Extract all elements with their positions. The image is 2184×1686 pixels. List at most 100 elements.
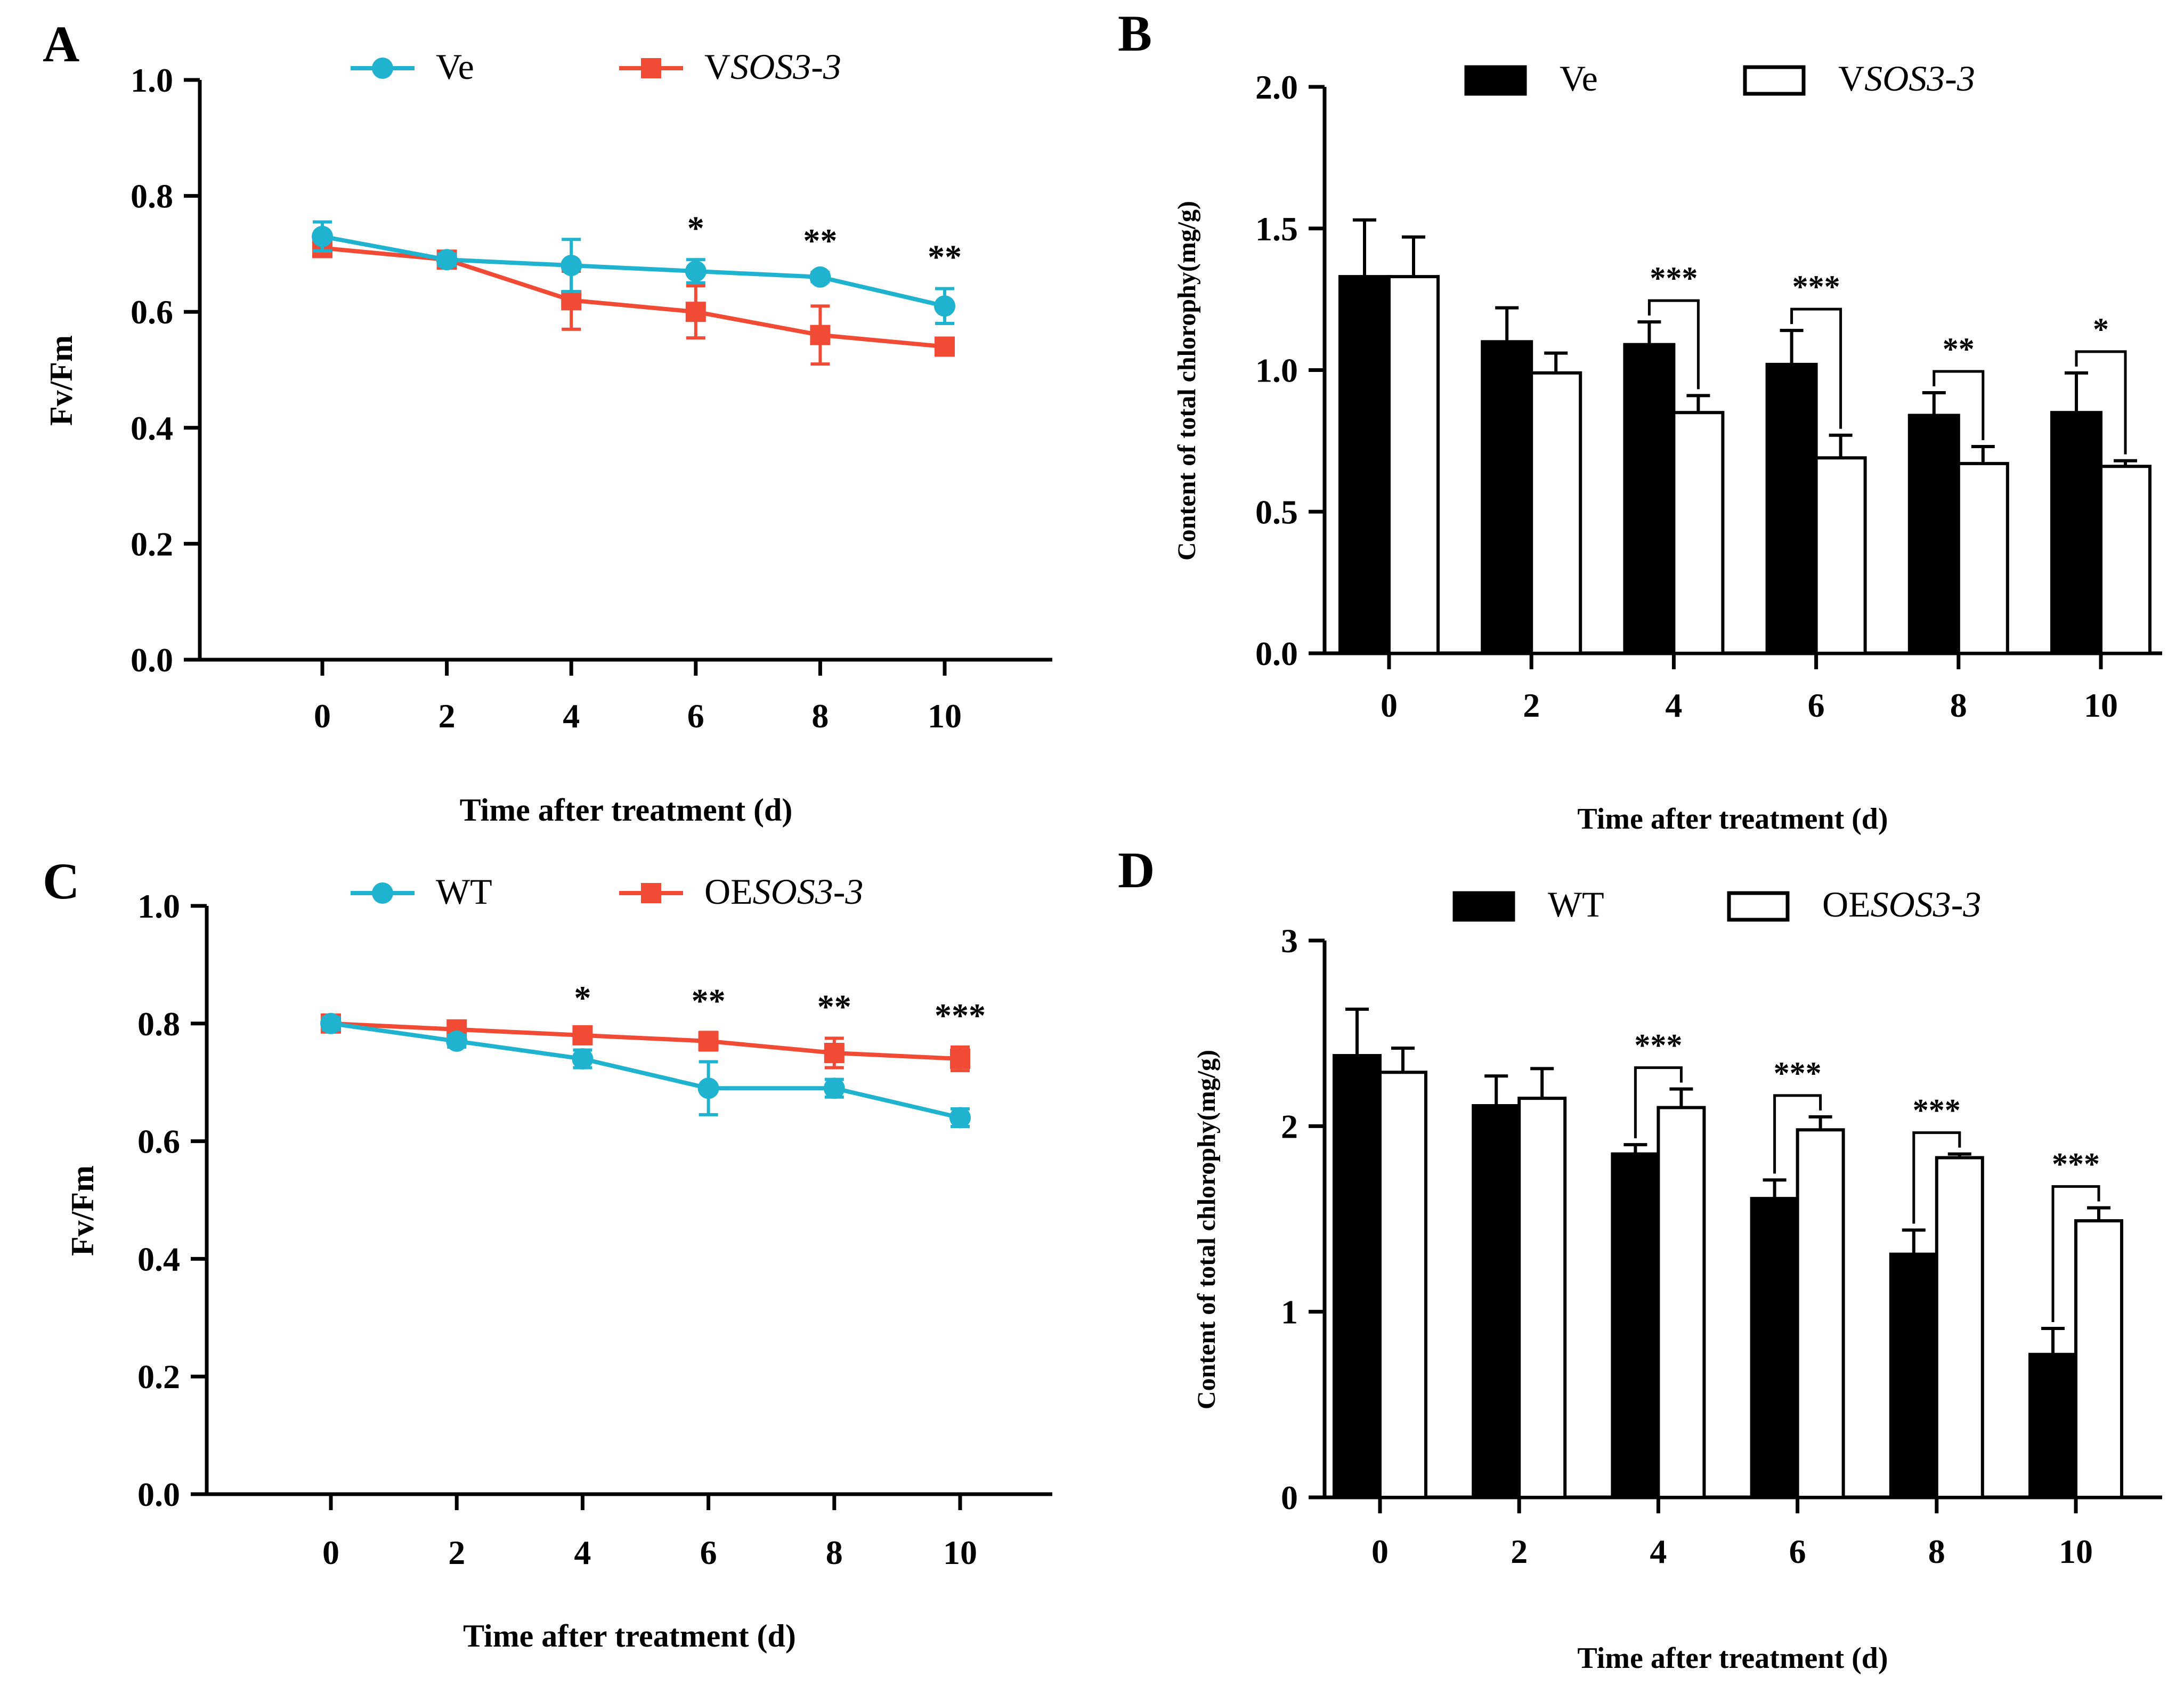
bar xyxy=(1611,1152,1660,1499)
panel-c: C 0.0 0.2 0.4 0.6 0.8 1.0 0 2 4 6 8 10 Time after tre… xyxy=(43,853,1052,1653)
x-tick-label: 6 xyxy=(700,1534,717,1571)
x-tick-label: 2 xyxy=(448,1534,465,1571)
legend-label-italic: SOS3-3 xyxy=(1871,884,1982,925)
x-tick-label: 2 xyxy=(1511,1533,1528,1570)
significance-label: *** xyxy=(1634,1028,1682,1063)
x-axis-label: Time after treatment (d) xyxy=(1577,1642,1888,1675)
x-tick-label: 6 xyxy=(1808,686,1825,724)
y-tick-label: 0 xyxy=(1281,1479,1298,1517)
data-point xyxy=(935,336,955,357)
y-tick-label: 0.8 xyxy=(131,177,173,215)
legend-swatch xyxy=(1743,65,1806,96)
legend-label: OESOS3-3 xyxy=(704,871,863,912)
bar xyxy=(1796,1128,1845,1499)
panel-a: A 0.0 0.2 0.4 0.6 0.8 1.0 0 2 4 6 8 10 Time after tre… xyxy=(43,15,1052,828)
bar xyxy=(2074,1219,2123,1499)
bar xyxy=(1623,343,1676,655)
y-tick-label: 1.0 xyxy=(137,887,180,925)
x-tick-label: 2 xyxy=(1523,686,1540,724)
data-point xyxy=(312,225,333,247)
y-tick-label: 0.8 xyxy=(137,1005,180,1043)
legend-label-italic: SOS3-3 xyxy=(1864,58,1975,99)
significance-label: ** xyxy=(803,222,837,260)
significance-bracket xyxy=(1634,1066,1683,1139)
x-tick-label: 6 xyxy=(687,697,704,735)
y-axis-label: Content of total chlorophy(mg/g) xyxy=(1173,201,1201,561)
legend-label-part: WT xyxy=(1548,884,1604,925)
panel-label: B xyxy=(1118,5,1152,62)
significance-label: *** xyxy=(1792,269,1840,304)
y-tick-label: 0.2 xyxy=(131,525,173,563)
y-tick-label: 2.0 xyxy=(1255,68,1298,106)
panel-label: A xyxy=(43,15,79,72)
x-tick-label: 4 xyxy=(1650,1533,1667,1570)
significance-bracket xyxy=(1912,1131,1961,1224)
legend-label-part: Ve xyxy=(436,46,474,87)
x-tick-label: 10 xyxy=(2084,686,2118,724)
legend-label-part: Ve xyxy=(1560,58,1598,99)
significance-label: *** xyxy=(935,996,986,1034)
bar xyxy=(1387,275,1440,655)
y-tick-label: 1 xyxy=(1281,1293,1298,1331)
x-axis-label: Time after treatment (d) xyxy=(1577,803,1888,836)
legend-label: WT xyxy=(1548,884,1604,925)
series-line-1 xyxy=(322,246,945,349)
panel-label: D xyxy=(1118,841,1155,898)
data-point xyxy=(810,325,831,345)
y-tick-label: 0.0 xyxy=(1255,635,1298,672)
legend-marker xyxy=(372,882,393,904)
significance-label: *** xyxy=(2052,1147,2100,1182)
legend-marker xyxy=(641,883,661,903)
bar xyxy=(1907,414,1960,655)
data-point xyxy=(436,249,458,271)
bar xyxy=(1889,1252,1938,1499)
data-point xyxy=(561,290,582,311)
data-point xyxy=(824,1043,845,1063)
x-tick-label: 0 xyxy=(1371,1533,1389,1570)
bar xyxy=(1333,1053,1382,1499)
x-tick-label: 6 xyxy=(1789,1533,1806,1570)
y-tick-label: 0.0 xyxy=(137,1476,180,1513)
legend-label: OESOS3-3 xyxy=(1822,884,1981,925)
data-point xyxy=(950,1049,970,1069)
legend-label-part: OE xyxy=(704,871,753,912)
significance-bracket xyxy=(1773,1094,1822,1174)
bar xyxy=(1517,1097,1567,1499)
bar xyxy=(1472,1104,1521,1499)
legend-label-part: V xyxy=(704,46,730,87)
x-axis-label: Time after treatment (d) xyxy=(460,792,793,828)
legend-swatch xyxy=(1727,891,1790,922)
significance-label: ** xyxy=(692,982,726,1019)
series-line-0 xyxy=(322,234,945,309)
significance-bracket xyxy=(1790,307,1842,429)
y-tick-label: 3 xyxy=(1281,922,1298,960)
x-tick-label: 10 xyxy=(928,697,962,735)
data-point xyxy=(949,1107,971,1129)
legend-marker xyxy=(641,58,661,78)
legend-label-part: V xyxy=(1838,58,1864,99)
y-tick-label: 0.6 xyxy=(131,293,173,331)
significance-label: ** xyxy=(1943,331,1975,367)
legend-label: Ve xyxy=(1560,58,1598,99)
significance-label: * xyxy=(687,209,704,247)
series-line-0 xyxy=(330,1021,961,1120)
legend-label-italic: SOS3-3 xyxy=(730,46,841,87)
data-point xyxy=(809,266,831,288)
significance-bracket xyxy=(2051,1185,2100,1323)
bar xyxy=(1814,456,1867,655)
y-tick-label: 2 xyxy=(1281,1107,1298,1145)
bar xyxy=(1956,461,2009,655)
data-point xyxy=(572,1025,593,1045)
bar xyxy=(1935,1156,1984,1499)
bar xyxy=(1481,340,1533,655)
x-tick-label: 2 xyxy=(439,697,456,735)
bar xyxy=(2099,465,2151,655)
y-tick-label: 0.5 xyxy=(1255,493,1298,531)
bar xyxy=(1657,1106,1706,1499)
series-line-1 xyxy=(330,1021,961,1061)
x-tick-label: 10 xyxy=(2059,1533,2093,1570)
x-tick-label: 4 xyxy=(563,697,580,735)
x-tick-label: 8 xyxy=(826,1534,843,1571)
legend-label: VSOS3-3 xyxy=(704,46,841,87)
bar xyxy=(1750,1197,1799,1499)
